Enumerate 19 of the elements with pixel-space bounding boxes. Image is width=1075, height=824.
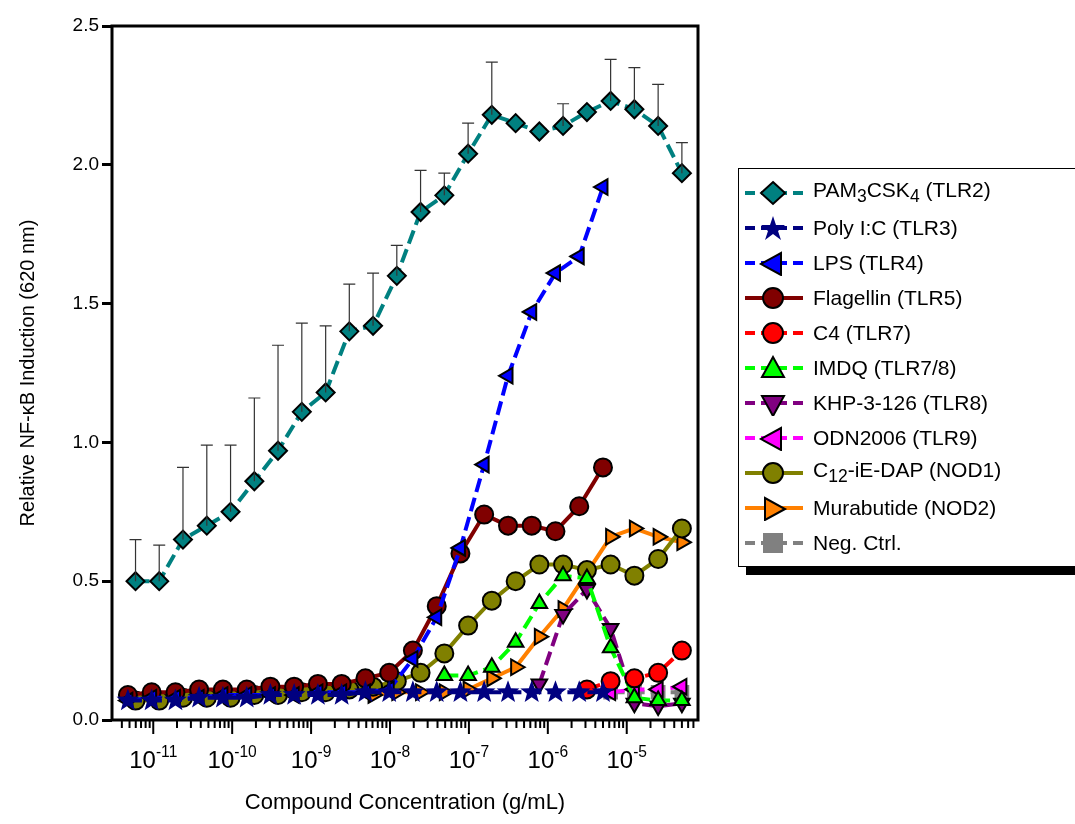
legend-label: IMDQ (TLR7/8): [813, 355, 957, 380]
y-tick-label: 1.0: [72, 430, 99, 452]
legend-label: PAM$_{3}$CSK$_{4}$ (TLR2): [813, 177, 991, 208]
y-tick-label: 2.5: [72, 14, 99, 36]
legend-label: ODN2006 (TLR9): [813, 425, 978, 450]
legend-label: KHP-3-126 (TLR8): [813, 390, 989, 415]
legend-label: Neg. Ctrl.: [813, 530, 902, 555]
y-tick-label: 0.5: [72, 569, 99, 591]
y-tick-label: 0.0: [72, 708, 99, 730]
legend-label: Flagellin (TLR5): [813, 285, 963, 310]
legend-label: C$_{12}$-iE-DAP (NOD1): [813, 457, 1002, 488]
legend-label: C4 (TLR7): [813, 320, 912, 345]
legend-label: Poly I:C (TLR3): [813, 215, 958, 240]
x-axis-title: Compound Concentration (g/mL): [244, 788, 566, 814]
legend-label: Murabutide (NOD2): [813, 495, 997, 520]
y-tick-label: 2.0: [72, 153, 99, 175]
legend-label: LPS (TLR4): [813, 250, 924, 275]
y-axis-title: Relative NF-κB Induction (620 nm): [15, 219, 38, 527]
y-tick-label: 1.5: [72, 291, 99, 313]
